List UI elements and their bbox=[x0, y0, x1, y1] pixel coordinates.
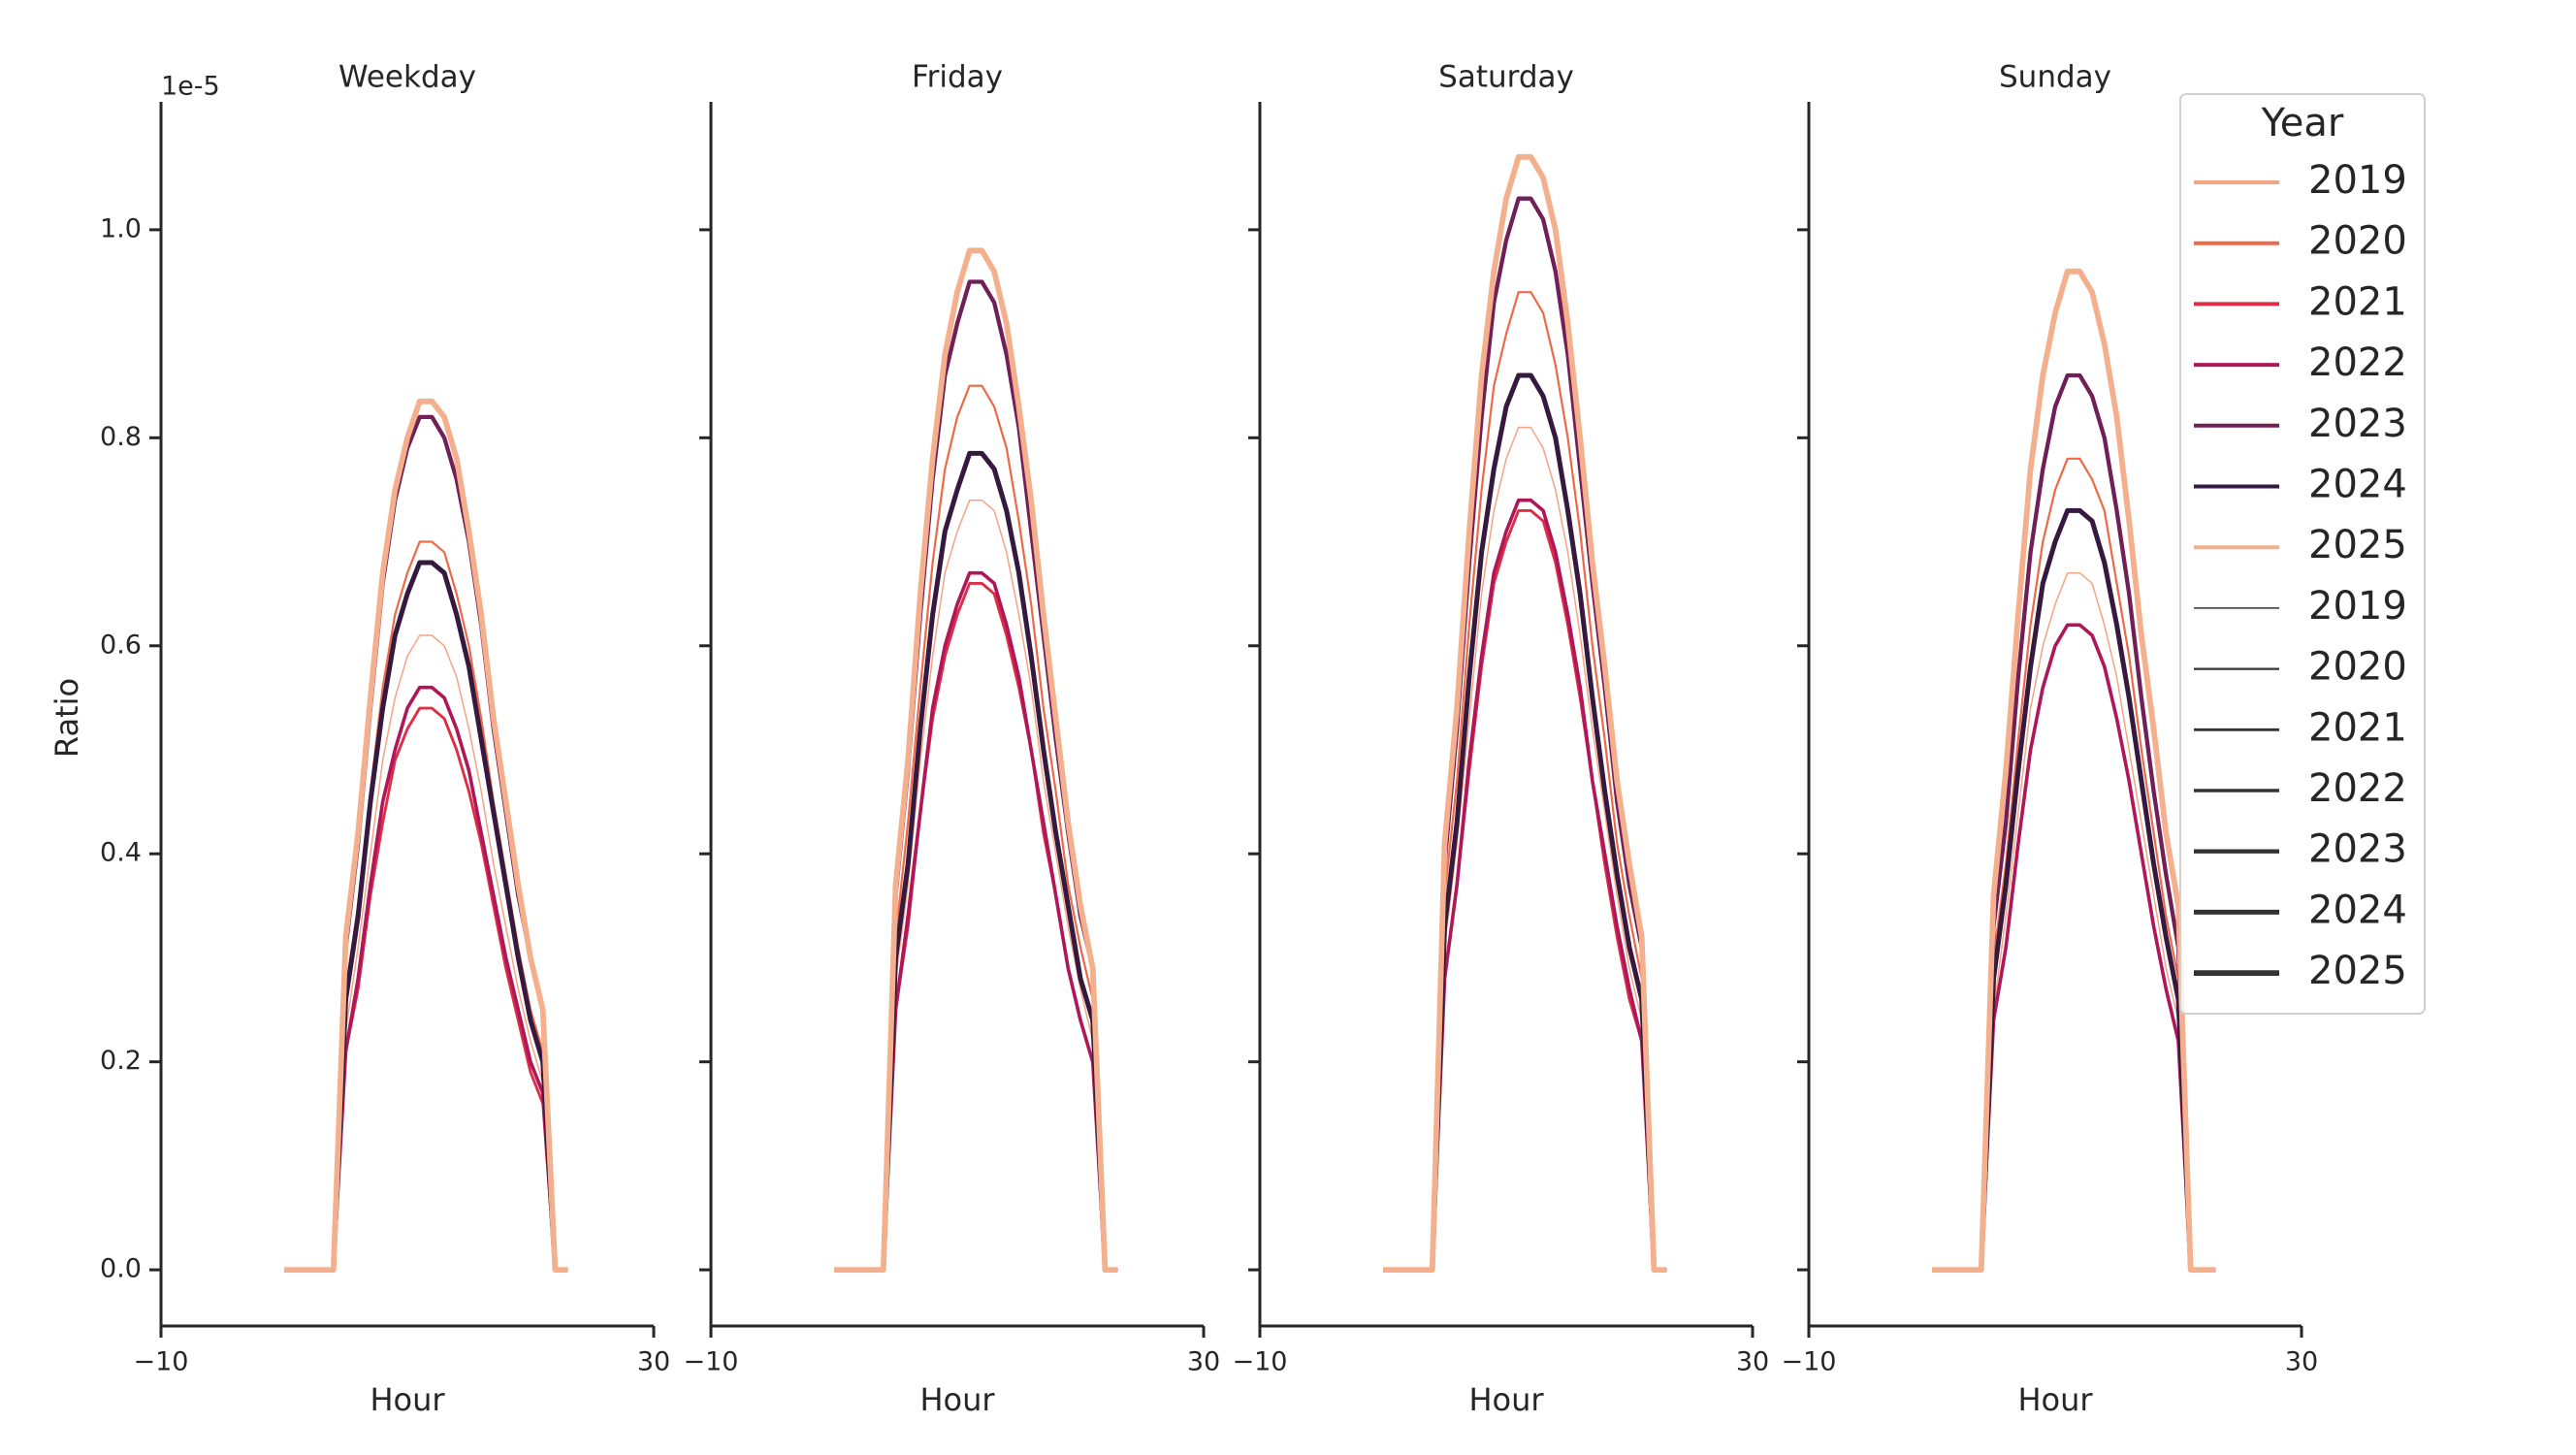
x-tick-label: −10 bbox=[134, 1347, 189, 1377]
legend-box bbox=[2179, 93, 2426, 1015]
y-tick-label: 0.8 bbox=[100, 422, 142, 452]
data-line bbox=[284, 540, 568, 1272]
legend-label: 2019 bbox=[2308, 584, 2407, 629]
x-axis-label: Hour bbox=[919, 1381, 995, 1418]
x-tick-label: 30 bbox=[1736, 1347, 1769, 1377]
x-tick-label: 30 bbox=[2285, 1347, 2318, 1377]
facet-title: Friday bbox=[912, 60, 1003, 95]
y-axis-label: Ratio bbox=[48, 678, 85, 758]
data-line bbox=[1383, 291, 1667, 1272]
y-tick-label: 0.0 bbox=[100, 1254, 142, 1284]
data-line bbox=[834, 581, 1118, 1272]
legend-label: 2025 bbox=[2308, 949, 2407, 993]
facet-title: Sunday bbox=[1999, 60, 2111, 95]
data-line bbox=[834, 279, 1118, 1273]
x-tick-label: −10 bbox=[684, 1347, 739, 1377]
x-axis-label: Hour bbox=[1468, 1381, 1544, 1418]
data-line bbox=[1383, 196, 1667, 1273]
x-axis-label: Hour bbox=[370, 1381, 445, 1418]
x-tick-label: 30 bbox=[637, 1347, 670, 1377]
legend-label: 2025 bbox=[2308, 523, 2407, 567]
facet-title: Weekday bbox=[338, 60, 476, 95]
x-tick-label: 30 bbox=[1187, 1347, 1220, 1377]
legend-label: 2023 bbox=[2308, 402, 2407, 446]
offset-label: 1e-5 bbox=[161, 72, 220, 102]
legend-label: 2024 bbox=[2308, 888, 2407, 932]
y-tick-label: 0.6 bbox=[100, 630, 142, 660]
x-tick-label: −10 bbox=[1233, 1347, 1288, 1377]
legend-label: 2020 bbox=[2308, 219, 2407, 264]
data-line bbox=[834, 384, 1118, 1272]
legend-title: Year bbox=[2261, 101, 2344, 146]
x-tick-label: −10 bbox=[1782, 1347, 1837, 1377]
data-line bbox=[834, 247, 1118, 1273]
y-tick-label: 0.2 bbox=[100, 1046, 142, 1076]
legend-label: 2020 bbox=[2308, 645, 2407, 690]
legend-label: 2021 bbox=[2308, 279, 2407, 324]
data-line bbox=[1383, 153, 1667, 1273]
data-line bbox=[284, 634, 568, 1271]
facet-title: Saturday bbox=[1438, 60, 1574, 95]
y-tick-label: 0.4 bbox=[100, 838, 142, 868]
legend-label: 2021 bbox=[2308, 705, 2407, 750]
data-line bbox=[1383, 508, 1667, 1272]
y-tick-label: 1.0 bbox=[100, 213, 142, 243]
x-axis-label: Hour bbox=[2017, 1381, 2093, 1418]
data-line bbox=[1932, 268, 2216, 1273]
data-line bbox=[284, 398, 568, 1273]
data-line bbox=[284, 414, 568, 1273]
legend-label: 2019 bbox=[2308, 158, 2407, 203]
legend-label: 2024 bbox=[2308, 463, 2407, 507]
legend-label: 2022 bbox=[2308, 340, 2407, 385]
legend-label: 2022 bbox=[2308, 766, 2407, 811]
legend-label: 2023 bbox=[2308, 827, 2407, 872]
